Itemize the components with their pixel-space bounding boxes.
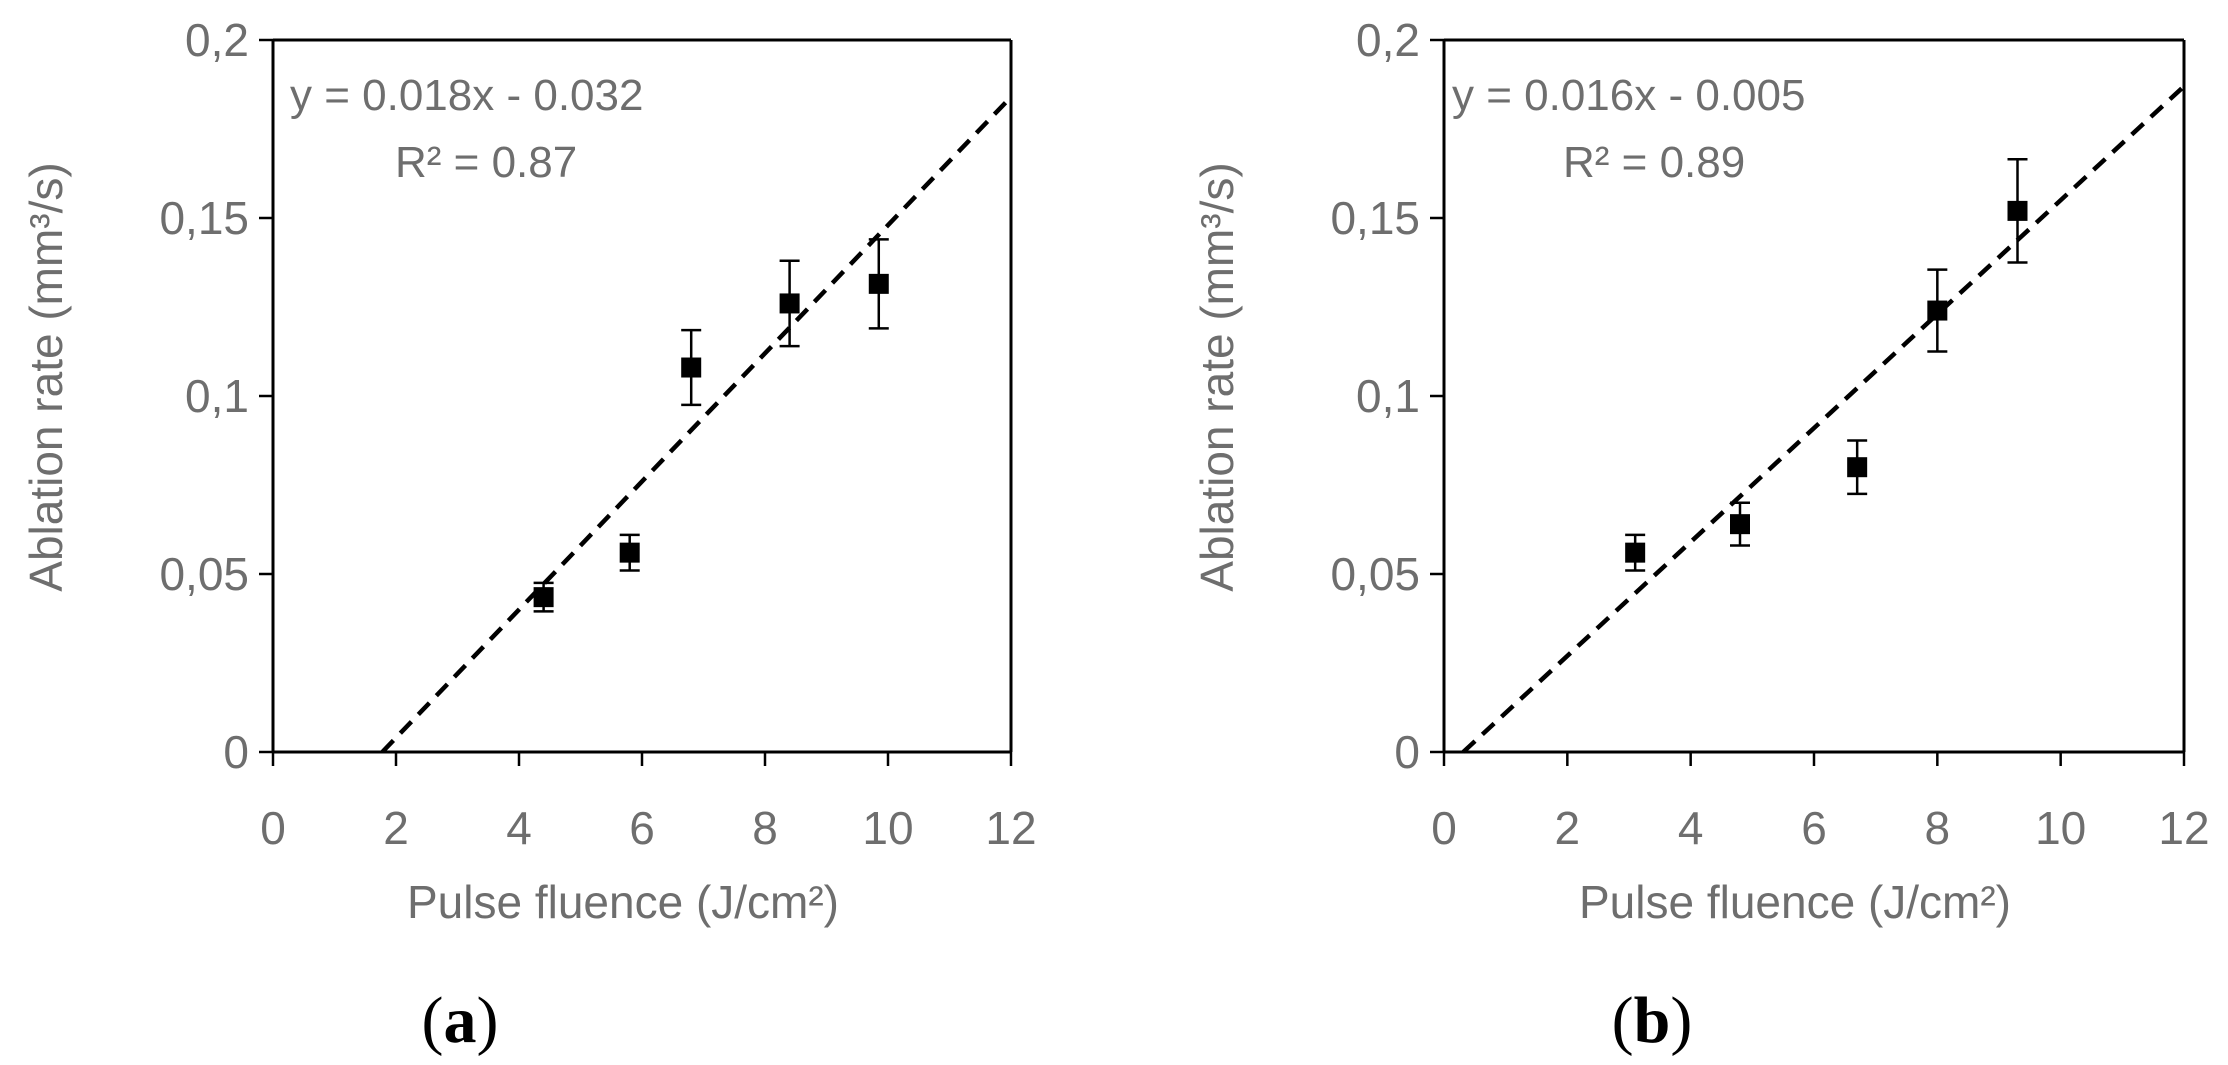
x-tick-label-b: 6 [1801, 802, 1827, 854]
x-tick-label-b: 12 [2158, 802, 2209, 854]
data-point-a-3 [681, 357, 702, 378]
y-axis-title-a: Ablation rate (mm³/s) [20, 162, 72, 591]
x-tick-label-b: 4 [1678, 802, 1704, 854]
y-tick-label-a: 0,1 [185, 370, 249, 422]
plot-area-b: 0 2 4 6 8 10 12 0 0,05 0,1 0,15 0,2 [1330, 14, 2209, 854]
panel-label-a: (a) [422, 984, 499, 1057]
r-squared-b: R² = 0.89 [1563, 138, 1745, 187]
trendline-equation-b: y = 0.016x - 0.005 [1452, 71, 1805, 120]
data-point-b-1 [1625, 542, 1646, 563]
data-point-a-2 [619, 542, 640, 563]
data-point-b-2 [1730, 514, 1750, 535]
chart-panel-a: 0 2 4 6 8 10 12 0 0,05 0,1 0,15 0,2 y = 0.018x - 0.… [20, 14, 1037, 1057]
x-tick-label-a: 10 [862, 802, 913, 854]
trendline-a [380, 95, 1013, 754]
x-tick-label-a: 0 [260, 802, 286, 854]
y-axis-title-b: Ablation rate (mm³/s) [1191, 162, 1243, 591]
y-tick-label-a: 0,2 [185, 14, 249, 66]
x-tick-label-b: 10 [2035, 802, 2086, 854]
panel-label-letter-b: b [1634, 984, 1671, 1057]
x-tick-label-b: 8 [1925, 802, 1951, 854]
y-tick-label-b: 0 [1394, 726, 1420, 778]
data-point-a-1 [533, 587, 554, 608]
y-tick-label-b: 0,15 [1330, 192, 1420, 244]
chart-panel-b: 0 2 4 6 8 10 12 0 0,05 0,1 0,15 0,2 y = 0.016x - 0.… [1191, 14, 2210, 1057]
y-tick-label-a: 0,05 [159, 548, 249, 600]
y-tick-label-a: 0,15 [159, 192, 249, 244]
trendline-equation-a: y = 0.018x - 0.032 [290, 71, 643, 120]
x-tick-label-b: 2 [1555, 802, 1581, 854]
r-squared-a: R² = 0.87 [395, 138, 577, 187]
data-point-a-5 [868, 273, 889, 294]
y-tick-label-b: 0,05 [1330, 548, 1420, 600]
panel-label-open-a: ( [422, 984, 444, 1057]
x-tick-label-a: 4 [506, 802, 532, 854]
y-tick-label-b: 0,2 [1356, 14, 1420, 66]
x-tick-label-a: 12 [985, 802, 1036, 854]
data-point-b-4 [1927, 300, 1948, 321]
panel-label-letter-a: a [444, 984, 477, 1057]
x-tick-label-a: 8 [752, 802, 778, 854]
panel-label-open-b: ( [1612, 984, 1634, 1057]
data-point-b-5 [2007, 200, 2028, 221]
panel-label-close-b: ) [1670, 984, 1692, 1057]
panel-label-b: (b) [1612, 984, 1693, 1057]
x-axis-title-a: Pulse fluence (J/cm²) [407, 876, 839, 928]
data-point-a-4 [779, 293, 800, 314]
x-axis-title-b: Pulse fluence (J/cm²) [1579, 876, 2011, 928]
panel-label-close-a: ) [477, 984, 499, 1057]
y-tick-label-a: 0 [223, 726, 249, 778]
plot-area-a: 0 2 4 6 8 10 12 0 0,05 0,1 0,15 0,2 [159, 14, 1036, 854]
x-tick-label-a: 6 [629, 802, 655, 854]
x-tick-label-b: 0 [1431, 802, 1457, 854]
y-tick-label-b: 0,1 [1356, 370, 1420, 422]
trendline-b [1461, 84, 2186, 754]
data-point-b-3 [1847, 457, 1868, 478]
x-tick-label-a: 2 [383, 802, 409, 854]
